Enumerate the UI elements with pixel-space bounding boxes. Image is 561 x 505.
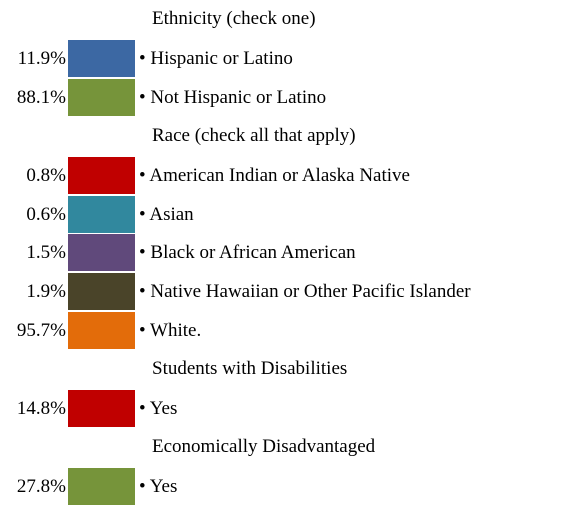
percentage: 1.9% <box>26 281 66 303</box>
section-row: Economically Disadvantaged <box>0 428 561 467</box>
item-row: 27.8% • Yes <box>0 467 561 505</box>
section-row: Race (check all that apply) <box>0 117 561 156</box>
section-heading: Ethnicity (check one) <box>152 8 316 29</box>
item-row: 95.7% • White. <box>0 311 561 350</box>
item-label: • Native Hawaiian or Other Pacific Islan… <box>139 281 471 303</box>
color-swatch <box>68 467 135 505</box>
color-swatch <box>68 273 135 311</box>
color-swatch <box>68 156 135 194</box>
item-row: 88.1% • Not Hispanic or Latino <box>0 78 561 117</box>
percentage: 27.8% <box>16 475 66 497</box>
percentage: 0.6% <box>26 203 66 225</box>
item-label: • White. <box>139 320 202 342</box>
color-swatch <box>68 312 135 350</box>
section-row: Students with Disabilities <box>0 350 561 389</box>
section-heading: Economically Disadvantaged <box>152 435 376 457</box>
item-row: 0.6% • Asian <box>0 195 561 234</box>
section-heading: Race (check all that apply) <box>152 124 356 146</box>
item-row: 14.8% • Yes <box>0 389 561 428</box>
percentage: 95.7% <box>16 320 66 342</box>
item-row: 1.9% • Native Hawaiian or Other Pacific I… <box>0 272 561 311</box>
color-swatch <box>68 195 135 233</box>
section-heading: Students with Disabilities <box>152 358 348 380</box>
item-label: • Asian <box>139 203 194 225</box>
color-swatch <box>68 390 135 427</box>
color-swatch <box>68 234 135 272</box>
item-row: 0.8% • American Indian or Alaska Native <box>0 156 561 195</box>
item-label: • Black or African American <box>139 242 356 264</box>
item-label: • Yes <box>139 475 178 497</box>
item-label: • Hispanic or Latino <box>139 47 293 69</box>
percentage: 11.9% <box>17 47 66 69</box>
percentage: 14.8% <box>16 398 66 419</box>
color-swatch <box>68 78 135 116</box>
item-label: • Yes <box>139 398 178 419</box>
color-swatch <box>68 39 135 77</box>
percentage: 0.8% <box>26 164 66 186</box>
section-row: Ethnicity (check one) <box>0 0 561 39</box>
item-row: 1.5% • Black or African American <box>0 233 561 272</box>
percentage: 88.1% <box>16 86 66 108</box>
item-label: • Not Hispanic or Latino <box>139 86 327 108</box>
item-row: 11.9% • Hispanic or Latino <box>0 39 561 78</box>
item-label: • American Indian or Alaska Native <box>139 164 410 186</box>
percentage: 1.5% <box>26 242 66 264</box>
